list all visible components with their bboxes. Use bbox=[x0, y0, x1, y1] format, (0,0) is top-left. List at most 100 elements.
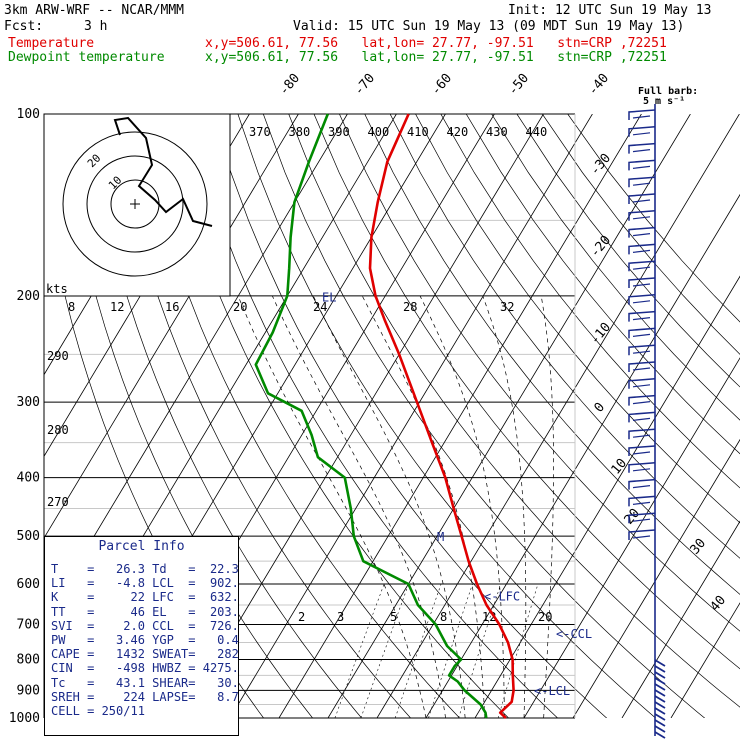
mixing-ratio-label: 24 bbox=[313, 300, 327, 314]
isotherm bbox=[376, 114, 740, 718]
lfc-annotation: <-LFC bbox=[484, 590, 520, 604]
mixing-ratio-label: 28 bbox=[403, 300, 417, 314]
mixing-ratio-label: 32 bbox=[500, 300, 514, 314]
temperature-profile bbox=[368, 113, 515, 719]
mixing-ratio-label: 8 bbox=[68, 300, 75, 314]
wind-barb bbox=[628, 193, 656, 204]
wind-barb bbox=[628, 344, 656, 356]
dry-adiabat-label: 420 bbox=[447, 125, 469, 139]
wind-barb bbox=[628, 159, 656, 171]
isotherm-label: -40 bbox=[586, 71, 613, 99]
isotherm bbox=[278, 114, 642, 718]
isotherm bbox=[180, 114, 544, 718]
parcel-row-t: T = 26.3 Td = 22.3 bbox=[51, 562, 239, 576]
isotherm bbox=[327, 114, 691, 718]
hodograph-unit-label: kts bbox=[46, 282, 68, 296]
mixing-ratio-label: 2 bbox=[298, 610, 305, 624]
parcel-row-cape: CAPE = 1432 SWEAT= 282 bbox=[51, 647, 239, 662]
el-annotation: EL bbox=[322, 291, 336, 305]
isotherm bbox=[44, 114, 299, 539]
wind-barb bbox=[628, 226, 656, 238]
mixing-ratio-label: 20 bbox=[233, 300, 247, 314]
wind-barb bbox=[628, 378, 656, 389]
temperature-legend-label: Temperature bbox=[8, 36, 95, 51]
barb-legend-line2: 5 m s⁻¹ bbox=[643, 96, 685, 107]
wind-barb bbox=[628, 445, 656, 456]
dry-adiabat-label: 430 bbox=[486, 125, 508, 139]
barb-legend-line1: Full barb: bbox=[638, 86, 698, 97]
wind-barb bbox=[628, 411, 656, 423]
dewpoint-location: x,y=506.61, 77.56 lat,lon= 27.77, -97.51… bbox=[205, 50, 667, 65]
pressure-tick-400: 400 bbox=[17, 471, 40, 486]
isotherm-label: -50 bbox=[506, 71, 533, 99]
dry-adiabat-label: 410 bbox=[407, 125, 429, 139]
hodograph-trace bbox=[113, 116, 213, 227]
parcel-row-li: LI = -4.8 LCL = 902. bbox=[51, 576, 239, 591]
isotherm bbox=[523, 357, 740, 718]
parcel-row-cell: CELL = 250/11 bbox=[51, 704, 145, 718]
pressure-tick-900: 900 bbox=[17, 683, 40, 698]
wind-barb bbox=[628, 142, 656, 154]
wind-barb bbox=[628, 462, 656, 473]
dewpoint-legend-label: Dewpoint temperature bbox=[8, 50, 165, 65]
mixing-ratio-label: 8 bbox=[440, 610, 447, 624]
wind-barb bbox=[628, 210, 656, 221]
wind-barb bbox=[628, 512, 656, 524]
isotherm-label: 0 bbox=[592, 400, 609, 416]
ccl-annotation: <-CCL bbox=[556, 627, 592, 641]
dewpoint-profile bbox=[254, 113, 488, 719]
forecast-hour: 3 h bbox=[84, 19, 108, 34]
wind-barb bbox=[628, 428, 656, 440]
theta-label: 290 bbox=[47, 349, 69, 363]
parcel-row-sreh: SREH = 224 LAPSE= 8.7 bbox=[51, 689, 239, 704]
tc-marker: M bbox=[437, 530, 444, 544]
wind-barb bbox=[628, 361, 656, 372]
mixing-ratio-label: 20 bbox=[538, 610, 552, 624]
forecast-label: Fcst: bbox=[4, 19, 44, 34]
wind-barb bbox=[628, 294, 656, 305]
wind-barb bbox=[628, 243, 656, 255]
wind-barb bbox=[628, 529, 656, 540]
dry-adiabat-label: 380 bbox=[289, 125, 311, 139]
temperature-location: x,y=506.61, 77.56 lat,lon= 27.77, -97.51… bbox=[205, 36, 667, 51]
init-time: Init: 12 UTC Sun 19 May 13 bbox=[508, 3, 712, 18]
parcel-info-title: Parcel Info bbox=[98, 539, 185, 554]
parcel-row-k: K = 22 LFC = 632. bbox=[51, 590, 239, 605]
mixing-ratio-label: 16 bbox=[165, 300, 179, 314]
model-title: 3km ARW-WRF -- NCAR/MMM bbox=[4, 3, 185, 18]
lcl-annotation: <-LCL bbox=[534, 684, 570, 698]
pressure-tick-200: 200 bbox=[17, 289, 40, 304]
mixing-ratio-label: 12 bbox=[110, 300, 124, 314]
parcel-row-cin: CIN = -498 HWBZ = 4275. bbox=[51, 661, 239, 676]
wind-barb bbox=[628, 394, 656, 406]
wind-barb bbox=[628, 277, 656, 288]
isotherm bbox=[229, 114, 593, 718]
isotherm bbox=[621, 520, 740, 718]
isotherm-label: 40 bbox=[708, 593, 730, 615]
isotherm bbox=[572, 438, 740, 718]
wind-barb bbox=[628, 327, 656, 339]
wind-barb bbox=[628, 176, 656, 188]
isotherm-label: -80 bbox=[277, 71, 304, 99]
dry-adiabat-label: 400 bbox=[368, 125, 390, 139]
wind-barb bbox=[628, 109, 656, 120]
pressure-tick-700: 700 bbox=[17, 617, 40, 632]
isotherm-label: -20 bbox=[588, 233, 615, 261]
pressure-tick-800: 800 bbox=[17, 652, 40, 667]
isotherm-label: -60 bbox=[429, 71, 456, 99]
isotherm bbox=[425, 193, 740, 718]
dry-adiabat-label: 390 bbox=[328, 125, 350, 139]
parcel-row-svi: SVI = 2.0 CCL = 726. bbox=[51, 618, 239, 633]
wind-barb bbox=[628, 495, 656, 507]
pressure-tick-500: 500 bbox=[17, 529, 40, 544]
theta-label: 280 bbox=[47, 423, 69, 437]
wind-barb bbox=[628, 478, 656, 490]
dry-adiabat-label: 370 bbox=[249, 125, 271, 139]
dry-adiabat-label: 440 bbox=[526, 125, 548, 139]
wind-barb bbox=[628, 260, 656, 272]
theta-label: 270 bbox=[47, 495, 69, 509]
pressure-tick-300: 300 bbox=[17, 395, 40, 410]
parcel-row-tt: TT = 46 EL = 203. bbox=[51, 604, 239, 619]
pressure-tick-600: 600 bbox=[17, 577, 40, 592]
